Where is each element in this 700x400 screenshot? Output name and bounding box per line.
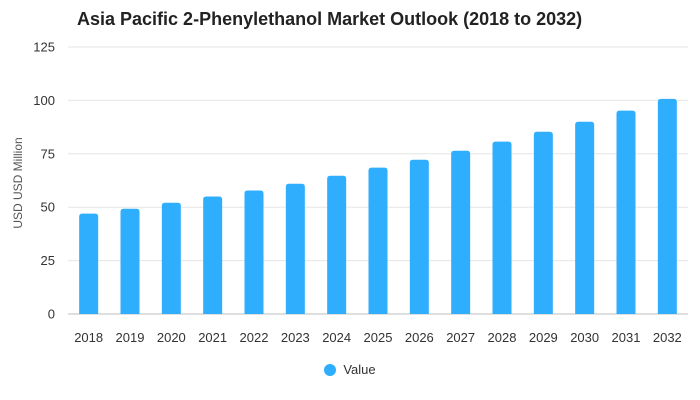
- bar-2024: [327, 175, 347, 314]
- bar-2026: [409, 159, 429, 314]
- bar-2019: [120, 208, 140, 314]
- x-tick-label: 2022: [240, 330, 269, 345]
- x-tick-label: 2031: [612, 330, 641, 345]
- y-tick-label: 125: [33, 40, 55, 55]
- bar-2031: [616, 110, 636, 314]
- bar-2032: [657, 98, 677, 314]
- bar-2023: [285, 183, 305, 314]
- bar-2020: [161, 202, 181, 314]
- bar-2030: [575, 121, 595, 314]
- y-tick-label: 75: [41, 146, 55, 161]
- y-tick-label: 100: [33, 93, 55, 108]
- x-axis-ticks: 2018 2019 2020 2021 2022 2023 2024 2025 2026 2027…: [74, 330, 682, 345]
- x-tick-label: 2024: [322, 330, 351, 345]
- x-tick-label: 2018: [74, 330, 103, 345]
- y-tick-label: 25: [41, 253, 55, 268]
- bar-2027: [451, 150, 471, 314]
- y-tick-label: 50: [41, 200, 55, 215]
- x-tick-label: 2027: [446, 330, 475, 345]
- legend-label: Value: [343, 362, 376, 377]
- bar-2029: [533, 131, 553, 314]
- legend-swatch: [324, 363, 337, 376]
- x-tick-label: 2030: [570, 330, 599, 345]
- x-tick-label: 2023: [281, 330, 310, 345]
- chart-title: Asia Pacific 2-Phenylethanol Market Outl…: [77, 9, 583, 29]
- y-tick-label: 0: [48, 307, 55, 322]
- x-tick-label: 2029: [529, 330, 558, 345]
- x-tick-label: 2028: [488, 330, 517, 345]
- x-tick-label: 2026: [405, 330, 434, 345]
- x-tick-label: 2025: [364, 330, 393, 345]
- bar-2025: [368, 167, 388, 314]
- x-tick-label: 2021: [198, 330, 227, 345]
- x-tick-label: 2020: [157, 330, 186, 345]
- bar-2021: [203, 196, 223, 314]
- y-axis-ticks: 0 25 50 75 100 125: [33, 40, 55, 322]
- bar-2018: [79, 213, 99, 314]
- legend[interactable]: Value: [0, 362, 700, 377]
- x-tick-label: 2032: [653, 330, 682, 345]
- bars: [79, 98, 677, 314]
- y-axis-title: USD USD Million: [11, 137, 25, 228]
- bar-2022: [244, 190, 264, 314]
- bar-2028: [492, 141, 512, 314]
- x-tick-label: 2019: [116, 330, 145, 345]
